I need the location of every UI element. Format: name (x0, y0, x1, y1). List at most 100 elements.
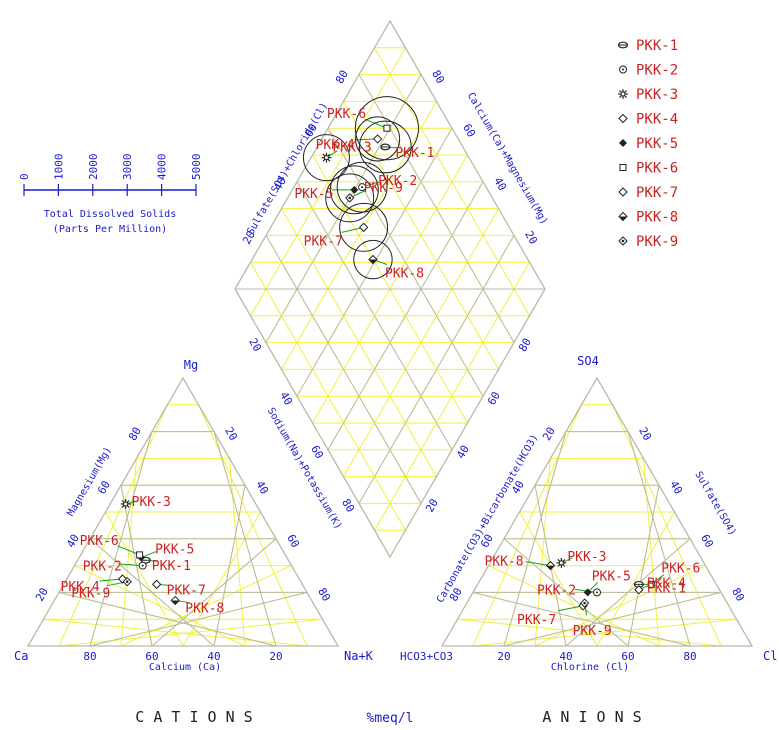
diamond-ur-tick: 40 (491, 175, 509, 193)
tds-title-line1: Total Dissolved Solids (44, 209, 176, 220)
diamond-ll-tick: 40 (277, 389, 295, 407)
anion-apex-top: SO4 (577, 354, 599, 368)
marker-dot (619, 216, 627, 221)
marker-dot (171, 600, 180, 605)
anion-triangle-major-a (503, 538, 629, 647)
tick-labels: 80 60 40 20 20 40 60 80 20 40 60 80 20 40 60 80 80 60 40 20… (33, 68, 747, 663)
tds-tick-label: 0 (18, 173, 31, 180)
anion-triangle-grid-b (643, 458, 660, 647)
anion-sample-label: PKK-4 (647, 577, 686, 592)
marker-shape (350, 185, 359, 194)
anion-leader (525, 561, 551, 567)
marker-dot (123, 501, 129, 507)
cation-right-tick: 20 (222, 425, 240, 443)
grid-layer (43, 47, 737, 647)
diamond-ul-tick: 80 (333, 68, 351, 86)
anion-bottom-tick: 80 (683, 650, 696, 663)
diamond-ul-tick: 60 (302, 121, 320, 139)
tds-circle (325, 173, 375, 223)
cation-triangle-major-b (213, 431, 277, 647)
legend-marker (618, 236, 628, 246)
diamond-ll-tick: 80 (339, 497, 357, 515)
marker-dot (583, 601, 586, 605)
cation-sample-label: PKK-1 (152, 559, 191, 574)
sample-markers (117, 96, 655, 611)
marker-shape (583, 588, 592, 597)
anion-left-tick: 60 (478, 532, 496, 550)
anion-bottom-axis-label: Chlorine (Cl) (551, 662, 629, 673)
marker-dot (620, 91, 626, 97)
anion-sample-label: PKK-2 (537, 583, 576, 598)
legend-marker (618, 211, 628, 222)
cation-left-tick: 40 (64, 532, 82, 550)
marker-dot (348, 196, 351, 200)
diamond-point (372, 134, 383, 144)
cation-triangle-grid-a (105, 511, 184, 647)
cation-leader (117, 545, 140, 556)
anion-apex-right: Cl (763, 649, 777, 663)
anion-sample-label: PKK-9 (573, 624, 612, 639)
anion-sample-label: PKK-5 (592, 569, 631, 584)
anion-triangle-major-a (472, 591, 691, 647)
diamond-point (321, 152, 332, 163)
anion-right-axis-label: Sulfate(SO4) (692, 470, 738, 538)
anion-point (556, 558, 567, 568)
cation-point (122, 576, 132, 587)
tds-tick-label: 1000 (52, 154, 65, 181)
anion-sample-label: PKK-1 (647, 581, 686, 596)
diamond-lr-tick: 40 (454, 443, 472, 461)
anion-triangle-major-b (503, 591, 722, 647)
anion-right-tick: 60 (698, 532, 716, 550)
cation-point (151, 579, 162, 590)
legend-label: PKK-2 (636, 63, 678, 79)
tds-circle (302, 134, 350, 182)
cation-apex-right: Na+K (344, 649, 374, 663)
diamond-sample-label: PKK-6 (327, 107, 366, 122)
legend-marker (619, 139, 627, 147)
anion-left-tick: 20 (540, 425, 558, 443)
anion-sample-label: PKK-6 (661, 561, 700, 576)
marker-shape (618, 187, 628, 197)
legend-label: PKK-4 (636, 112, 678, 128)
diamond-sample-label: PKK-9 (364, 181, 403, 196)
anion-point (634, 585, 644, 595)
diamond-sample-label: PKK-5 (294, 187, 333, 202)
diamond-ll-tick: 60 (308, 443, 326, 461)
diamond-sample-label: PKK-7 (304, 234, 343, 249)
diamond-leader (364, 118, 388, 129)
cation-triangle-grid-a (43, 618, 308, 647)
marker-shape (618, 113, 628, 124)
anion-point (545, 560, 556, 571)
cation-point (138, 561, 147, 570)
anion-triangle-frame (440, 376, 754, 647)
tds-circle (329, 165, 379, 215)
anion-triangle-major-b (565, 538, 691, 647)
legend-label: PKK-5 (636, 136, 678, 152)
tds-tick-label: 4000 (156, 154, 169, 181)
cation-triangle-major-a (58, 591, 277, 647)
tds-tick-label: 2000 (87, 154, 100, 181)
legend-marker (619, 164, 627, 171)
anion-bottom-tick: 20 (497, 650, 510, 663)
anion-triangle-major-b (627, 431, 691, 647)
legend-label: PKK-3 (636, 87, 678, 103)
legend-marker (618, 113, 628, 124)
anion-sample-label: PKK-3 (567, 550, 606, 565)
cation-triangle-grid-b (229, 458, 246, 647)
diamond-ur-tick: 80 (429, 68, 447, 86)
cation-right-tick: 60 (284, 532, 302, 550)
diamond-sample-label: PKK-8 (385, 267, 424, 282)
anion-triangle-major-b (627, 485, 660, 647)
anion-right-tick: 40 (667, 478, 685, 496)
anion-sample-label: PKK-7 (517, 613, 556, 628)
cation-bottom-tick: 20 (269, 650, 282, 663)
anion-left-tick: 80 (447, 586, 465, 604)
cation-sample-label: PKK-6 (80, 534, 119, 549)
sample-labels: PKK-1 PKK-1 PKK-1 PKK-2 PKK-2 PKK-2 PKK-3 PKK-3… (61, 107, 701, 639)
cation-sample-label: PKK-9 (71, 587, 110, 602)
cation-triangle-frame (26, 376, 340, 647)
legend-marker (617, 41, 629, 49)
diamond-ur-tick: 60 (460, 121, 478, 139)
anion-triangle-grid-a (519, 511, 598, 647)
diamond-upper-right-label: Calcium(Ca)+Magnesium(Mg) (465, 91, 550, 227)
